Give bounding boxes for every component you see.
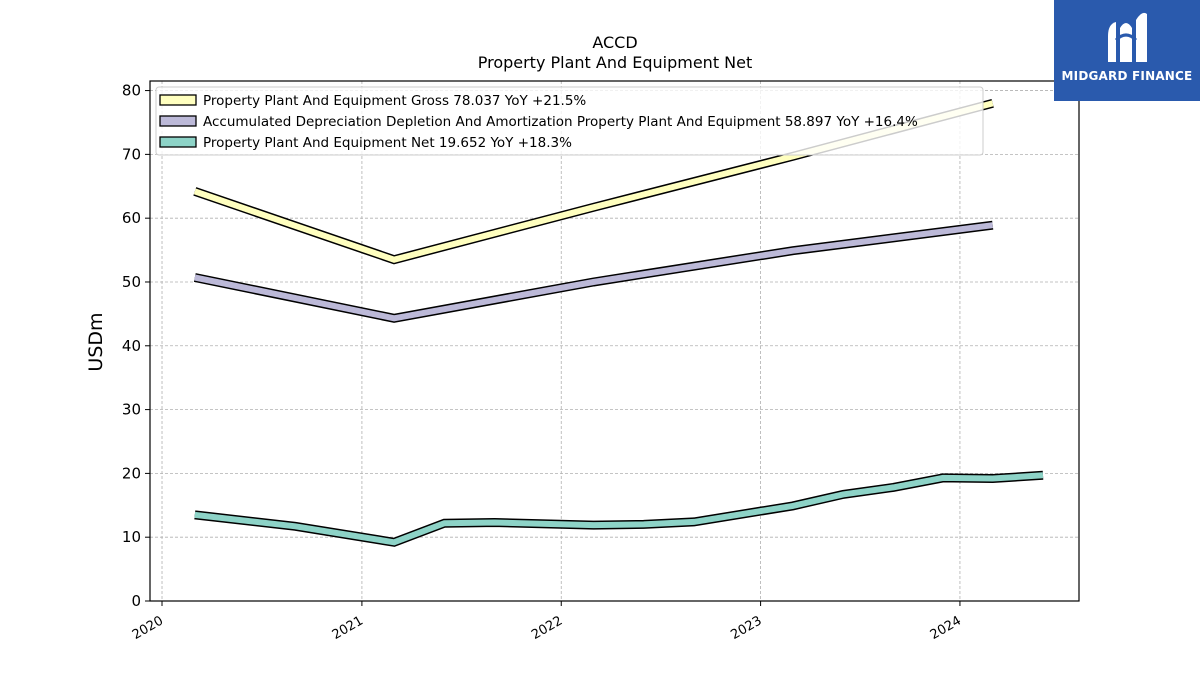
y-tick-label: 30 [122,401,141,419]
chart-title-line1: ACCD [592,33,637,52]
chart-title-line2: Property Plant And Equipment Net [478,53,753,72]
y-tick-label: 10 [122,528,141,546]
series-lines [193,98,1044,547]
y-axis: 0 10 20 30 40 50 60 70 80 [122,82,150,610]
legend-label-2: Property Plant And Equipment Net 19.652 … [203,135,572,151]
x-tick-label: 2024 [928,613,964,643]
y-tick-label: 80 [122,82,141,100]
midgard-m-logo-icon [1108,12,1147,62]
series-line-2 [194,472,1044,546]
legend: Property Plant And Equipment Gross 78.03… [155,86,984,156]
y-tick-label: 70 [122,145,141,163]
y-tick-label: 40 [122,337,141,355]
midgard-finance-logo: MIDGARD FINANCE [1054,0,1200,101]
plot-frame [149,80,1080,602]
x-tick-label: 2023 [728,613,764,643]
legend-box [155,86,984,156]
x-tick-label: 2022 [529,613,565,643]
legend-label-0: Property Plant And Equipment Gross 78.03… [203,93,586,109]
y-tick-label: 60 [122,209,141,227]
x-tick-label: 2021 [330,613,366,643]
legend-swatch-1 [159,115,197,127]
y-axis-label: USDm [85,312,107,371]
x-axis: 2020 2021 2022 2023 2024 [130,601,964,643]
logo-text: MIDGARD FINANCE [1061,69,1193,83]
legend-label-1: Accumulated Depreciation Depletion And A… [203,114,918,130]
y-tick-label: 0 [131,592,141,610]
legend-swatch-0 [159,94,197,106]
legend-swatch-2 [159,136,197,148]
x-tick-label: 2020 [130,613,166,643]
series-line-1 [194,222,994,322]
y-tick-label: 20 [122,464,141,482]
y-tick-label: 50 [122,273,141,291]
